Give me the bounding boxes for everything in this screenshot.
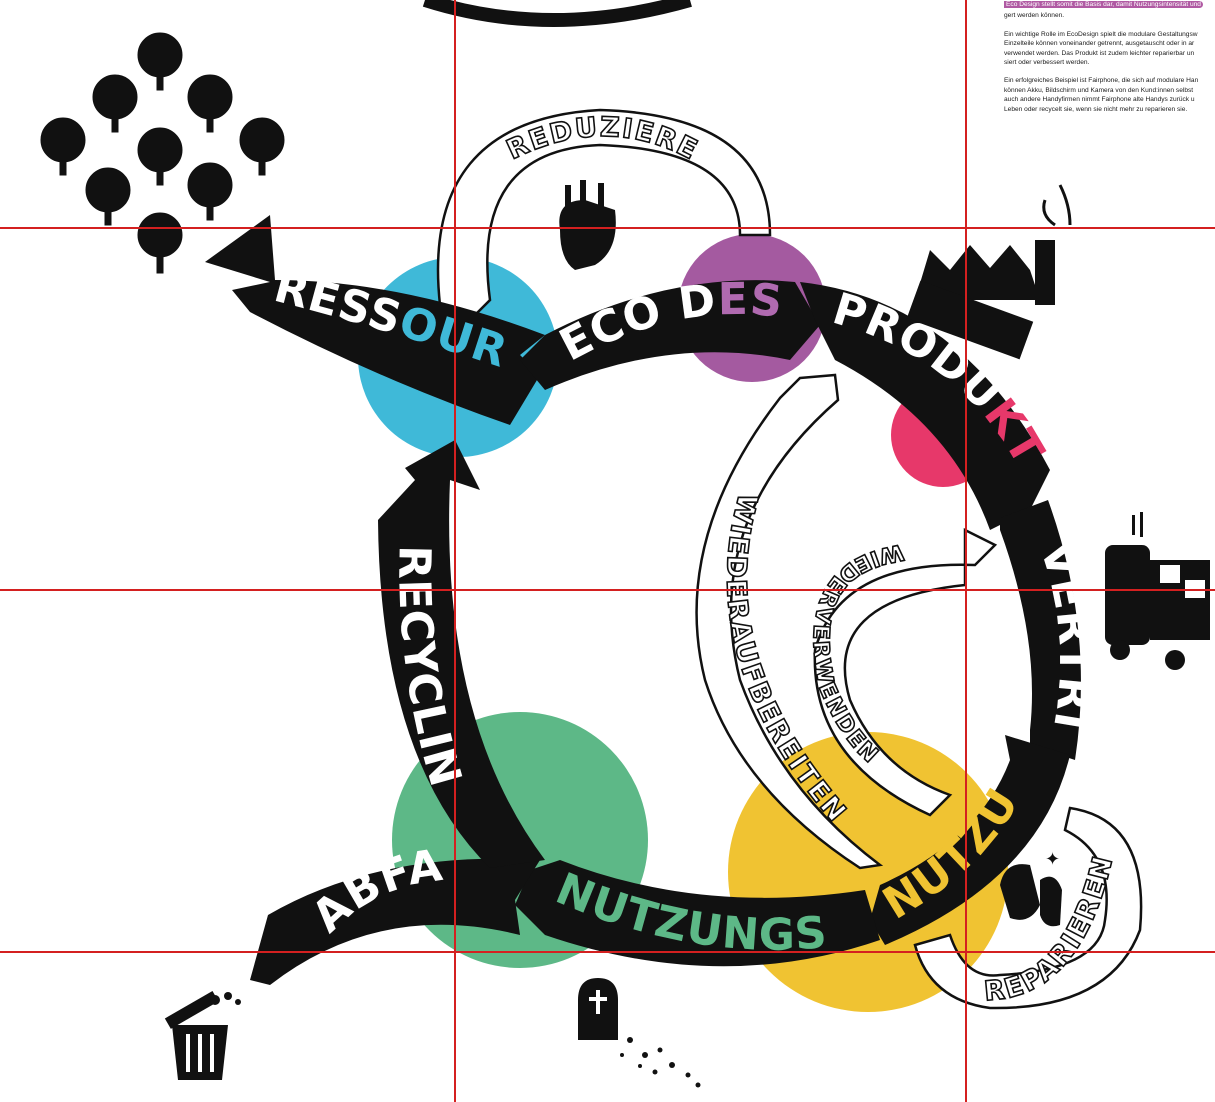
- trees-icon: [40, 32, 285, 274]
- wiederaufbereiten-loop: [695, 373, 884, 870]
- ressourcen-arrow: [205, 215, 545, 425]
- produktion-arrow: [800, 282, 1050, 530]
- abfall-arrow: [250, 858, 540, 985]
- sidebar-para2-2: Einzelteile können voneinander getrennt,…: [1004, 40, 1195, 48]
- guide-line-h1: [0, 227, 1215, 229]
- guide-line-v2: [965, 0, 967, 1102]
- delivery-truck-icon: [1105, 512, 1210, 670]
- gravestone-icon: [578, 978, 701, 1088]
- sidebar-line1: Eco Design stellt somit die Basis dar, d…: [1004, 1, 1203, 8]
- guide-line-h2: [0, 589, 1215, 591]
- svg-text:✦: ✦: [1045, 849, 1060, 870]
- ressourcen-label: RESSOURCEN: [0, 0, 514, 378]
- sidebar-para3-2: können Akku, Bildschirm und Kamera von d…: [1004, 86, 1194, 94]
- sidebar-para3-1: Ein erfolgreiches Beispiel ist Fairphone…: [1004, 77, 1199, 85]
- top-arc-decoration: [422, 0, 692, 27]
- sidebar-text: Eco Design stellt somit die Basis dar, d…: [1004, 0, 1215, 123]
- sidebar-para3-3: auch andere Handyfirmen nimmt Fairphone …: [1004, 96, 1195, 104]
- guide-line-v1: [454, 0, 456, 1102]
- sidebar-line2: gert werden können.: [1004, 12, 1065, 20]
- reparieren-loop: [913, 806, 1143, 1010]
- sidebar-para2-3: verwendet werden. Das Produkt ist zudem …: [1004, 49, 1195, 57]
- trash-can-icon: [164, 990, 241, 1080]
- eco-design-arrow: [520, 280, 820, 390]
- sidebar-para2-1: Ein wichtige Rolle im EcoDesign spielt d…: [1004, 30, 1198, 38]
- vertrieb-arrow: [1000, 500, 1081, 760]
- sidebar-para3-4: Leben oder recycelt sie, wenn sie nicht …: [1004, 105, 1188, 113]
- nutzung-arrow: [870, 735, 1070, 945]
- recycling-arrow: [378, 440, 545, 868]
- wiederverwenden-loop: [813, 527, 998, 817]
- nutzungsende-arrow: [515, 860, 880, 967]
- hands-icon: ✦: [1000, 849, 1062, 927]
- guide-line-h3: [0, 951, 1215, 953]
- factory-icon: [906, 184, 1072, 360]
- sidebar-para2-4: siert oder verbessert werden.: [1004, 59, 1090, 67]
- brain-pencils-icon: [559, 180, 616, 270]
- reduzieren-loop: [436, 108, 772, 338]
